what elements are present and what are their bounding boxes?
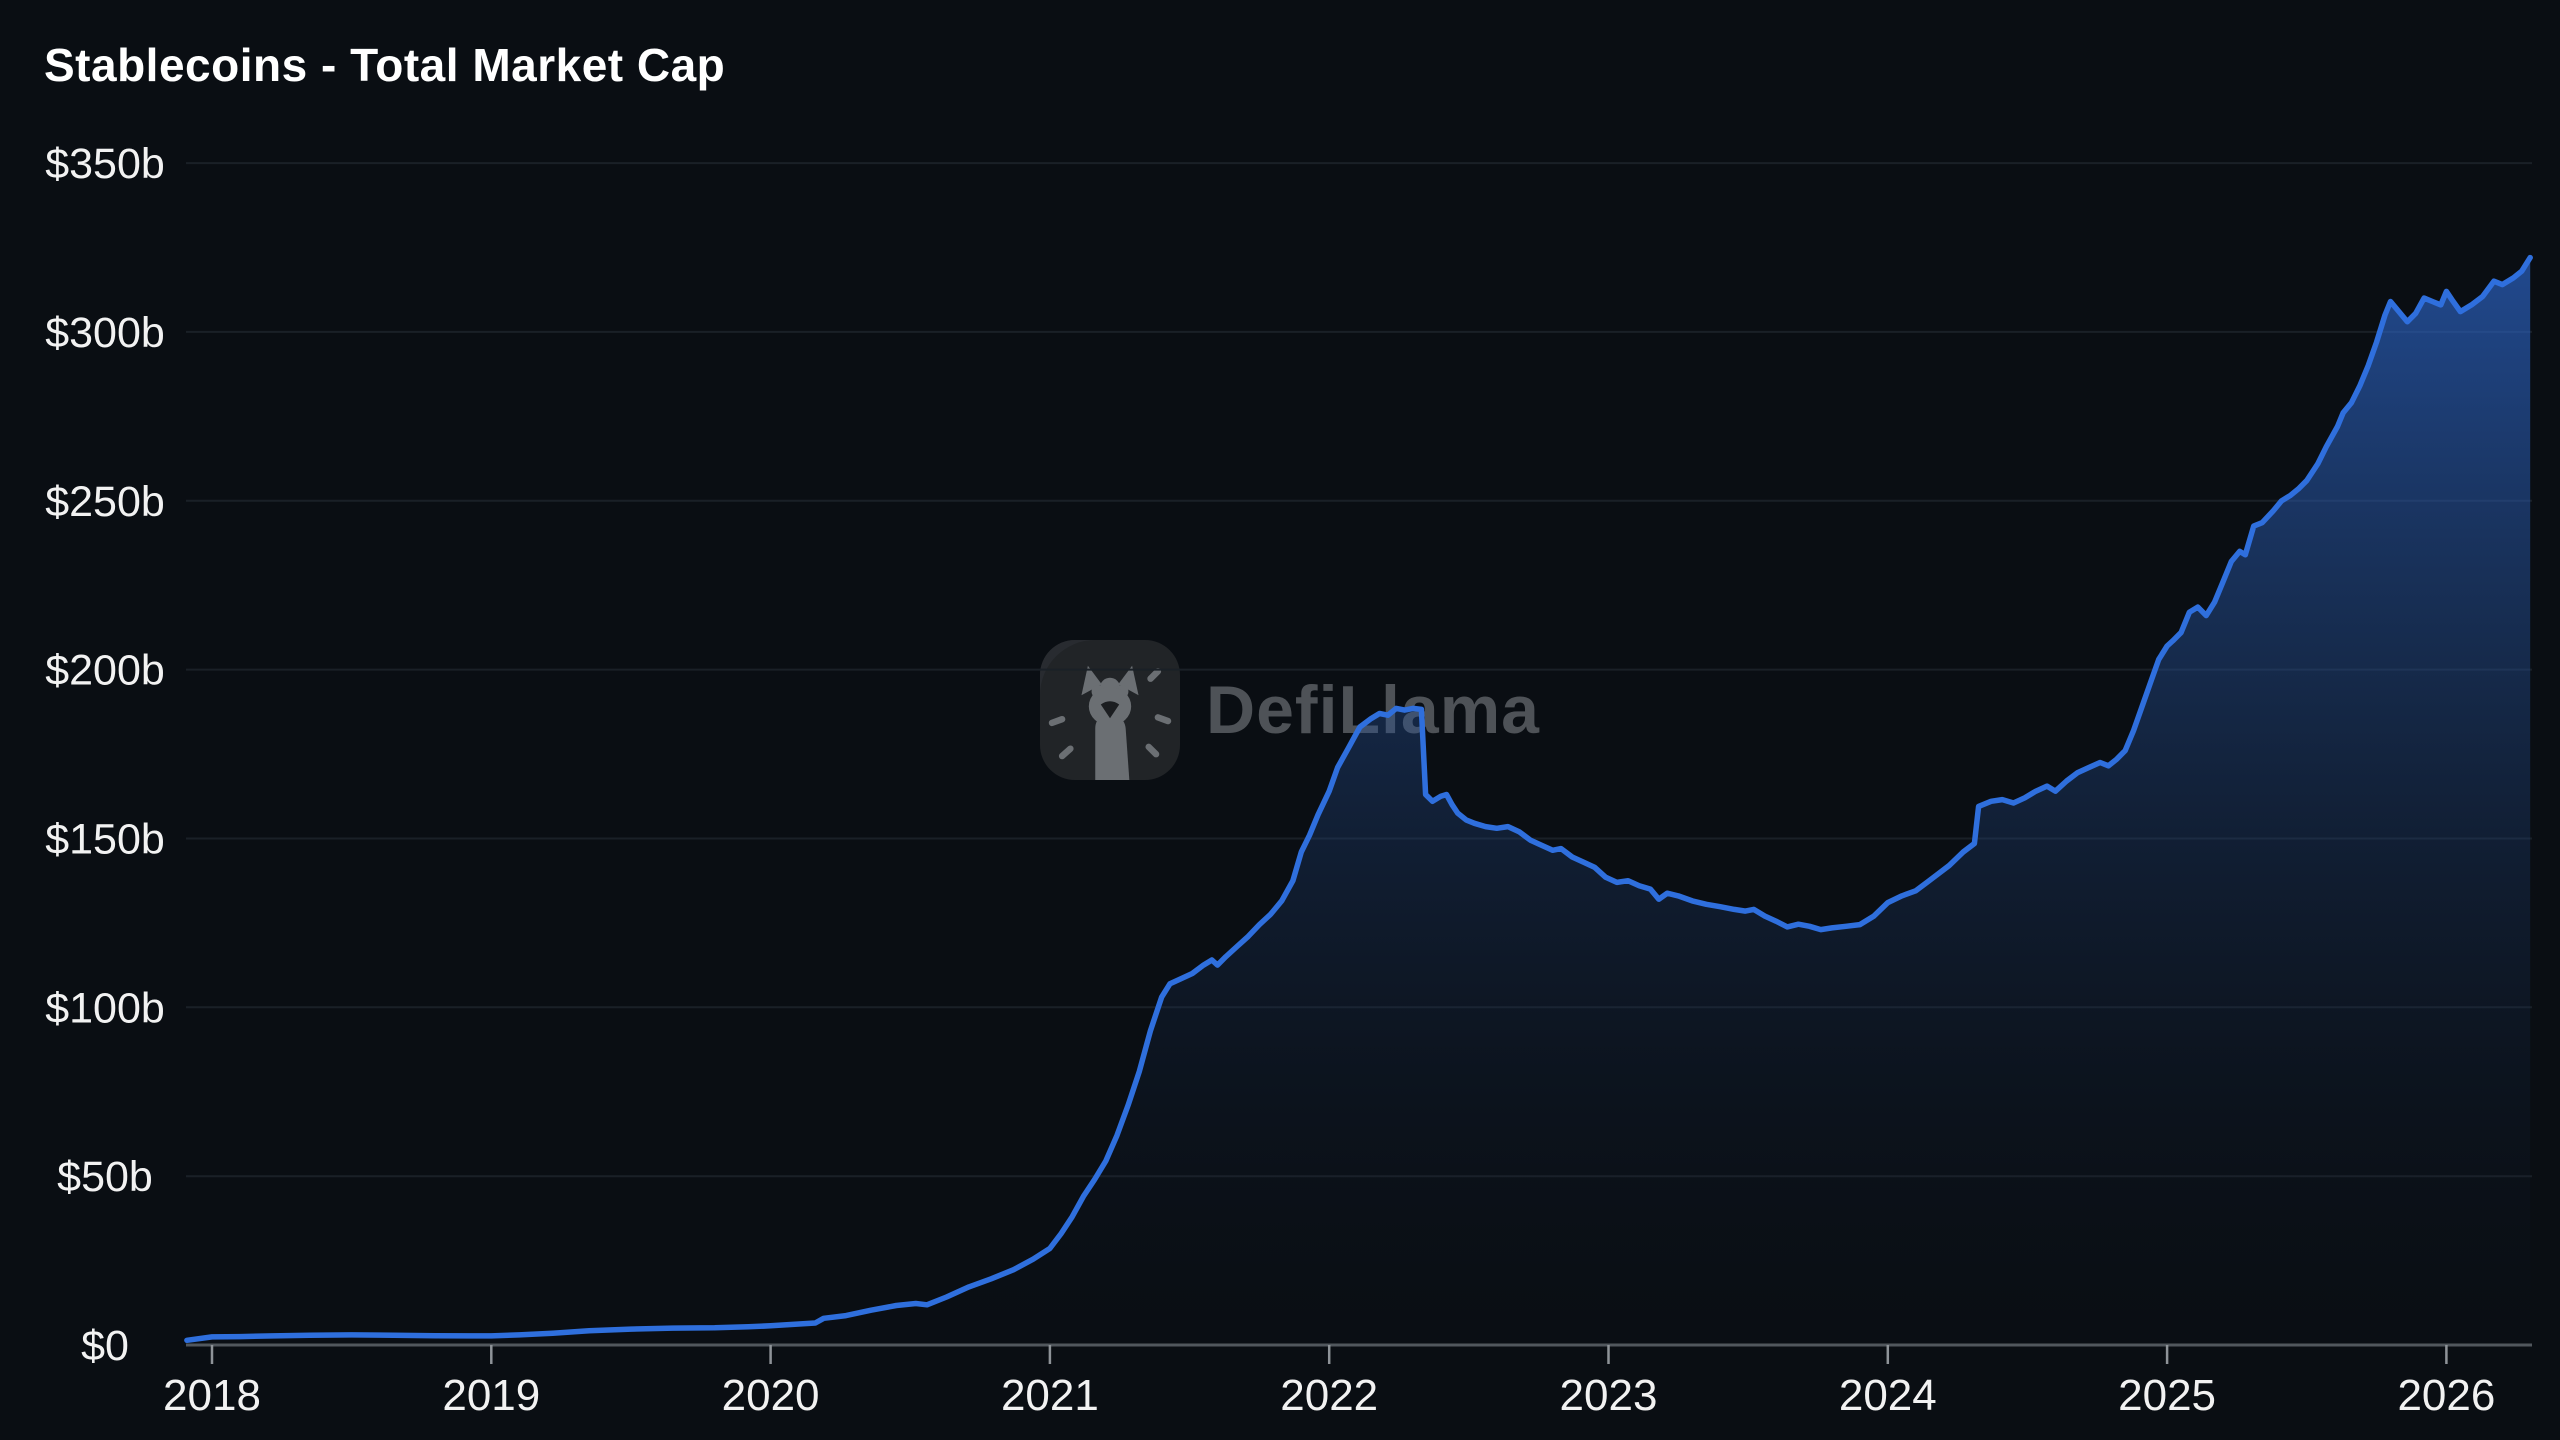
x-tick-label-2020: 2020 bbox=[722, 1371, 820, 1420]
y-tick-label-100: $100b bbox=[45, 984, 165, 1032]
x-tick-label-2018: 2018 bbox=[163, 1371, 261, 1420]
x-tick-label-2022: 2022 bbox=[1280, 1371, 1378, 1420]
y-tick-label-200: $200b bbox=[45, 647, 165, 695]
y-tick-label-50: $50b bbox=[57, 1153, 153, 1201]
x-tick-label-2026: 2026 bbox=[2397, 1371, 2495, 1420]
x-tick-label-2025: 2025 bbox=[2118, 1371, 2216, 1420]
x-axis-labels: 2018 2019 2020 2021 2022 2023 2024 2025 2026 bbox=[163, 1371, 2495, 1420]
logo-ray-dashes bbox=[1048, 668, 1172, 760]
y-tick-label-150: $150b bbox=[45, 816, 165, 864]
x-tick-label-2019: 2019 bbox=[442, 1371, 540, 1420]
y-tick-label-0: $0 bbox=[81, 1322, 129, 1370]
series-line bbox=[184, 254, 2533, 1344]
x-tick-label-2023: 2023 bbox=[1560, 1371, 1658, 1420]
y-tick-label-250: $250b bbox=[45, 478, 165, 526]
defillama-llama-logo-icon bbox=[1040, 640, 1180, 780]
x-axis-ticks bbox=[210, 1345, 2448, 1364]
y-tick-label-350: $350b bbox=[45, 140, 165, 188]
y-axis-labels: $0 $50b $100b $150b $200b $250b $300b $350b bbox=[45, 140, 165, 1370]
series-area-fill bbox=[186, 257, 2531, 1346]
y-tick-label-300: $300b bbox=[45, 309, 165, 357]
chart-title: Stablecoins - Total Market Cap bbox=[44, 39, 726, 91]
x-tick-label-2024: 2024 bbox=[1839, 1371, 1937, 1420]
x-tick-label-2021: 2021 bbox=[1001, 1371, 1099, 1420]
